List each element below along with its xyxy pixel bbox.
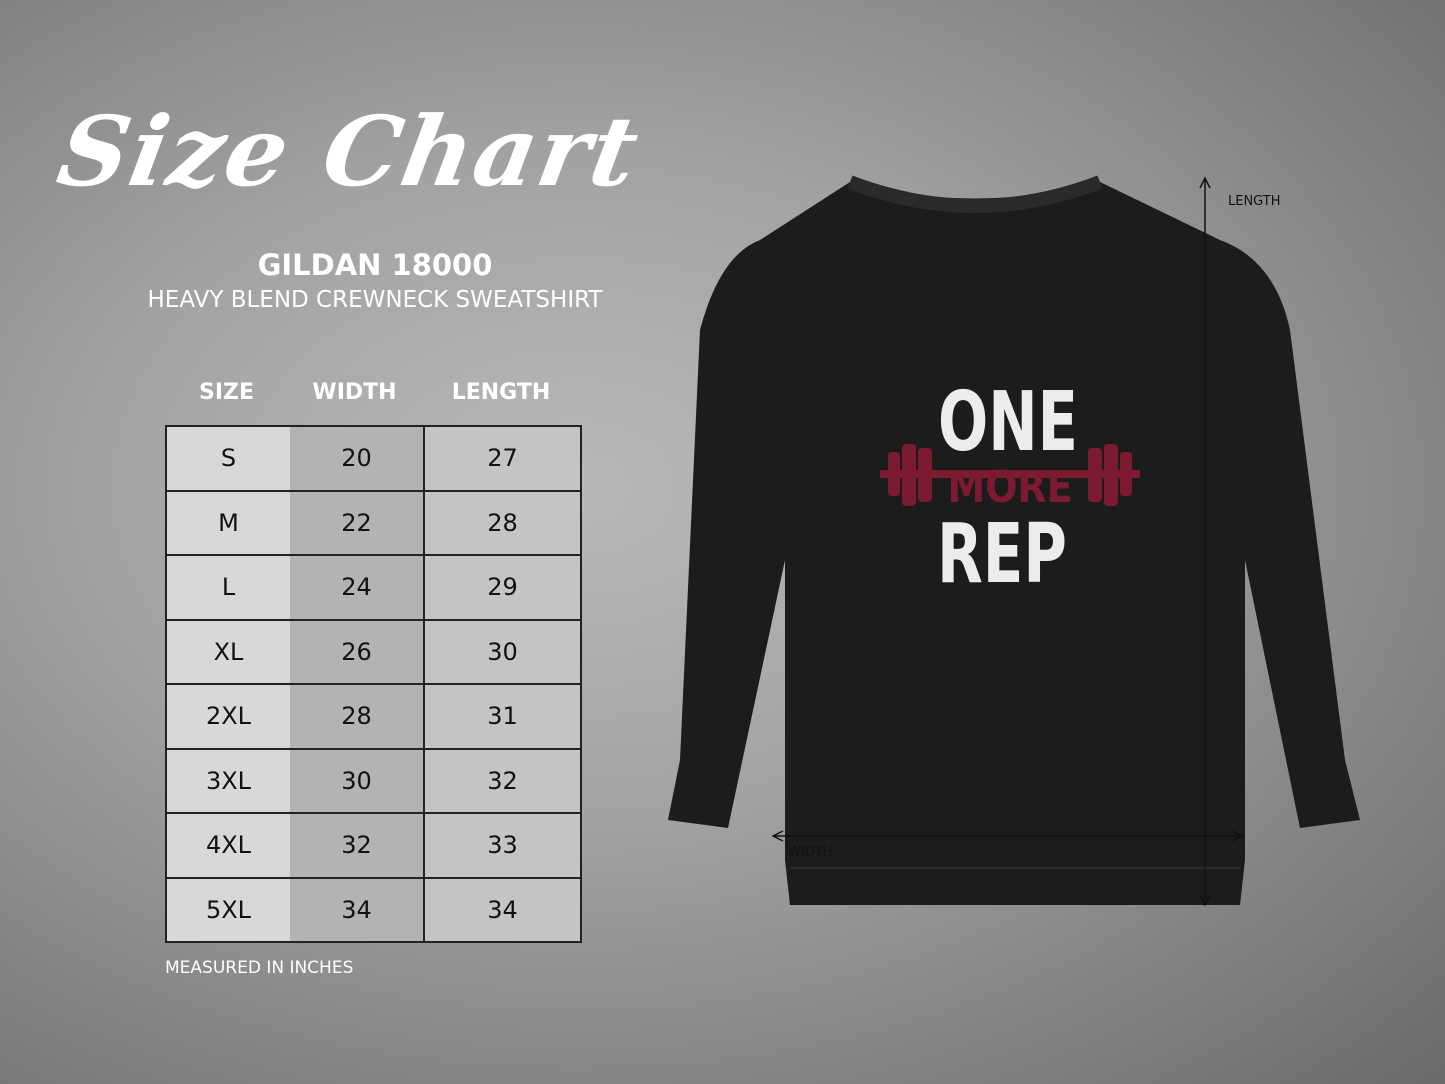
width-cell: 20 (290, 425, 425, 492)
length-cell: 30 (423, 618, 582, 685)
barbell-icon (880, 444, 1140, 506)
width-cell: 22 (290, 489, 425, 556)
header-size: SIZE (198, 380, 254, 405)
size-cell: XL (165, 618, 290, 685)
length-cell: 31 (423, 683, 582, 750)
design-text-rep: REP (937, 507, 1067, 602)
design-text-one: ONE (938, 375, 1078, 470)
measurement-note: MEASURED IN INCHES (165, 958, 354, 978)
size-cell: 3XL (165, 747, 290, 814)
width-cell: 28 (290, 683, 425, 750)
length-cell: 28 (423, 489, 582, 556)
collar (847, 175, 1103, 213)
length-label: LENGTH (1228, 194, 1281, 209)
length-cell: 27 (423, 425, 582, 492)
width-cell: 30 (290, 747, 425, 814)
width-cell: 34 (290, 876, 425, 943)
product-name: HEAVY BLEND CREWNECK SWEATSHIRT (147, 287, 603, 313)
width-cell: 32 (290, 812, 425, 879)
size-cell: M (165, 489, 290, 556)
design-text-more: MORE (948, 462, 1073, 513)
length-cell: 29 (423, 554, 582, 621)
sweatshirt-body (668, 182, 1360, 905)
table-row: 5XL 34 34 (165, 876, 582, 943)
length-cell: 32 (423, 747, 582, 814)
table-row: 4XL 32 33 (165, 812, 582, 879)
width-cell: 24 (290, 554, 425, 621)
width-label: WIDTH (788, 845, 833, 860)
size-cell: 4XL (165, 812, 290, 879)
size-cell: L (165, 554, 290, 621)
table-row: 3XL 30 32 (165, 747, 582, 814)
table-row: M 22 28 (165, 489, 582, 556)
length-cell: 34 (423, 876, 582, 943)
width-cell: 26 (290, 618, 425, 685)
table-row: L 24 29 (165, 554, 582, 621)
header-width: WIDTH (312, 380, 397, 405)
size-cell: 2XL (165, 683, 290, 750)
brand-model: GILDAN 18000 (257, 248, 493, 282)
table-row: S 20 27 (165, 425, 582, 492)
table-row: XL 26 30 (165, 618, 582, 685)
table-row: 2XL 28 31 (165, 683, 582, 750)
header-length: LENGTH (451, 380, 551, 405)
size-table: S 20 27 M 22 28 L 24 29 XL 26 30 2XL 28 31 3XL 30 32 4XL 32… (165, 425, 582, 943)
size-cell: S (165, 425, 290, 492)
size-cell: 5XL (165, 876, 290, 943)
length-cell: 33 (423, 812, 582, 879)
